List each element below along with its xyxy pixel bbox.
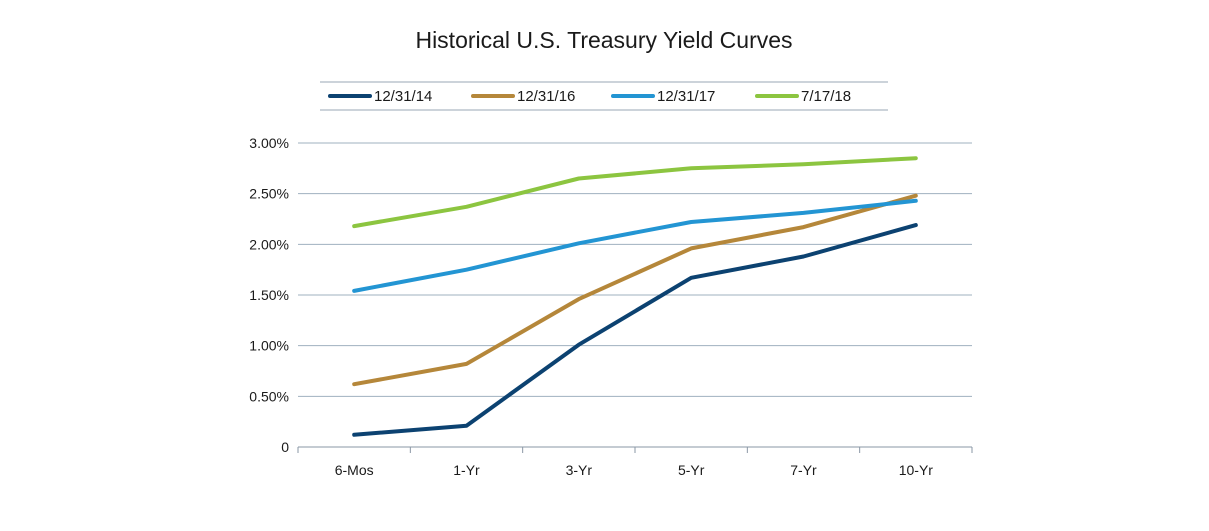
- series-line-12-31-16: [352, 193, 918, 387]
- chart-title: Historical U.S. Treasury Yield Curves: [415, 27, 792, 53]
- x-tick-label: 7-Yr: [790, 462, 817, 478]
- y-tick-label: 2.00%: [249, 236, 289, 252]
- x-axis-ticks: 6-Mos 1-Yr 3-Yr 5-Yr 7-Yr 10-Yr: [297, 447, 973, 478]
- legend-label: 12/31/14: [374, 88, 432, 105]
- legend-label: 12/31/17: [657, 88, 715, 105]
- series-line-12-31-17: [352, 198, 918, 293]
- x-tick-label: 5-Yr: [678, 462, 705, 478]
- series-line-7-17-18: [352, 156, 918, 229]
- y-tick-label: 1.00%: [249, 338, 289, 354]
- gridlines: [298, 142, 972, 448]
- legend: 12/31/14 12/31/16 12/31/17 7/17/18: [320, 81, 888, 111]
- legend-label: 12/31/16: [517, 88, 575, 105]
- x-tick-label: 6-Mos: [335, 462, 374, 478]
- x-tick-label: 10-Yr: [899, 462, 934, 478]
- y-tick-label: 1.50%: [249, 287, 289, 303]
- legend-label: 7/17/18: [801, 88, 851, 105]
- x-tick-label: 3-Yr: [566, 462, 593, 478]
- x-tick-label: 1-Yr: [453, 462, 480, 478]
- y-tick-label: 2.50%: [249, 186, 289, 202]
- y-axis-ticks: 0 0.50% 1.00% 1.50% 2.00% 2.50% 3.00%: [249, 135, 289, 455]
- y-tick-label: 3.00%: [249, 135, 289, 151]
- y-tick-label: 0.50%: [249, 388, 289, 404]
- y-tick-label: 0: [281, 439, 289, 455]
- series-lines: [352, 156, 918, 437]
- series-line-12-31-14: [352, 223, 918, 437]
